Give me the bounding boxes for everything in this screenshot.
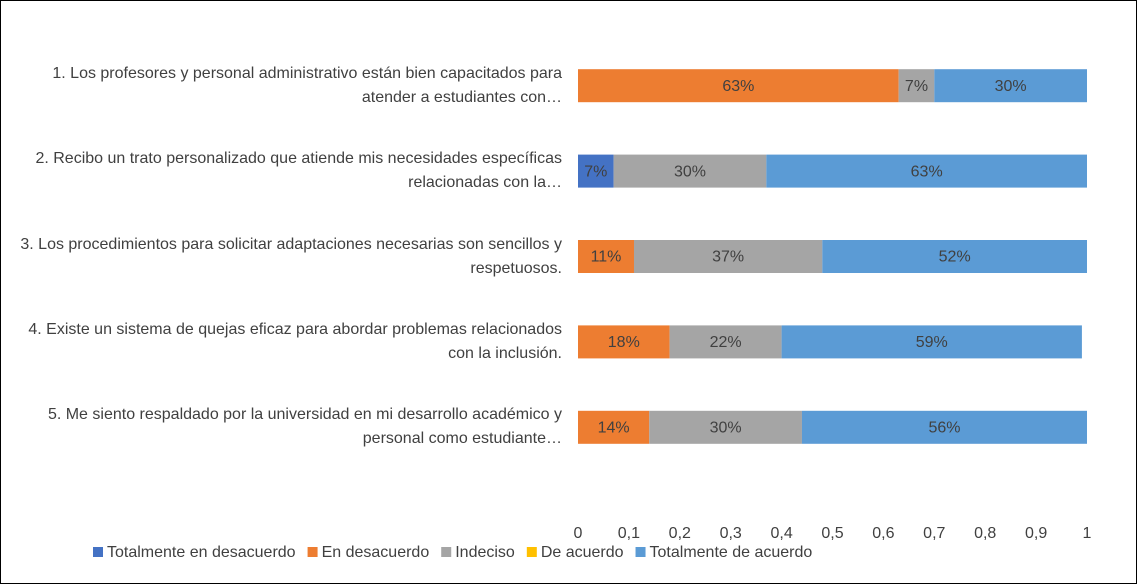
data-label: 14%: [598, 420, 630, 437]
bar-segment: [578, 410, 650, 444]
y-tick-label: 2. Recibo un trato personalizado que ati…: [35, 150, 562, 192]
data-label: 7%: [905, 78, 928, 95]
bar-segment: [766, 154, 1087, 188]
data-label: 30%: [995, 78, 1027, 95]
bar-segment: [613, 154, 767, 188]
x-tick-label: 0,7: [923, 525, 945, 542]
bar-segment: [578, 154, 614, 188]
data-label: 30%: [674, 163, 706, 180]
data-label: 22%: [710, 334, 742, 351]
legend-label: Totalmente de acuerdo: [650, 544, 813, 561]
data-label: 7%: [584, 163, 607, 180]
legend-swatch: [526, 547, 537, 557]
data-label: 56%: [928, 420, 960, 437]
legend-label: De acuerdo: [541, 544, 624, 561]
legend-swatch: [307, 547, 318, 557]
x-tick-label: 0,5: [821, 525, 843, 542]
legend-swatch: [441, 547, 452, 557]
data-label: 18%: [608, 334, 640, 351]
x-tick-label: 0,2: [669, 525, 691, 542]
bar-segment: [781, 325, 1082, 359]
data-label: 63%: [722, 78, 754, 95]
bar-segment: [578, 69, 899, 103]
x-tick-label: 0,3: [720, 525, 742, 542]
legend-label: Totalmente en desacuerdo: [107, 544, 296, 561]
x-tick-label: 0,9: [1025, 525, 1047, 542]
data-label: 59%: [916, 334, 948, 351]
bar-segment: [578, 325, 670, 359]
y-tick-label: 5. Me siento respaldado por la universid…: [47, 406, 562, 448]
data-label: 11%: [591, 249, 622, 266]
bar-segment: [898, 69, 935, 103]
legend-swatch: [93, 547, 103, 557]
x-tick-label: 1: [1083, 525, 1092, 542]
bar-segment: [934, 69, 1087, 103]
legend-label: En desacuerdo: [322, 544, 430, 561]
data-label: 30%: [710, 420, 742, 437]
data-label: 52%: [939, 249, 971, 266]
bar-segment: [801, 410, 1087, 444]
bar-segment: [822, 240, 1087, 273]
data-label: 37%: [712, 249, 744, 266]
data-label: 63%: [911, 163, 943, 180]
y-tick-label: 3. Los procedimientos para solicitar ada…: [20, 235, 562, 277]
x-tick-label: 0,4: [770, 525, 792, 542]
bar-segment: [633, 240, 823, 273]
bar-segment: [578, 240, 634, 273]
x-tick-label: 0,8: [974, 525, 996, 542]
y-tick-label: 4. Existe un sistema de quejas eficaz pa…: [28, 320, 562, 362]
y-tick-label: 1. Los profesores y personal administrat…: [52, 64, 562, 106]
x-tick-label: 0: [574, 525, 583, 542]
legend-label: Indeciso: [455, 544, 515, 561]
x-tick-label: 0,6: [872, 525, 894, 542]
legend-swatch: [635, 547, 646, 557]
bar-segment: [649, 410, 802, 444]
x-tick-label: 0,1: [618, 525, 640, 542]
bar-segment: [669, 325, 782, 359]
